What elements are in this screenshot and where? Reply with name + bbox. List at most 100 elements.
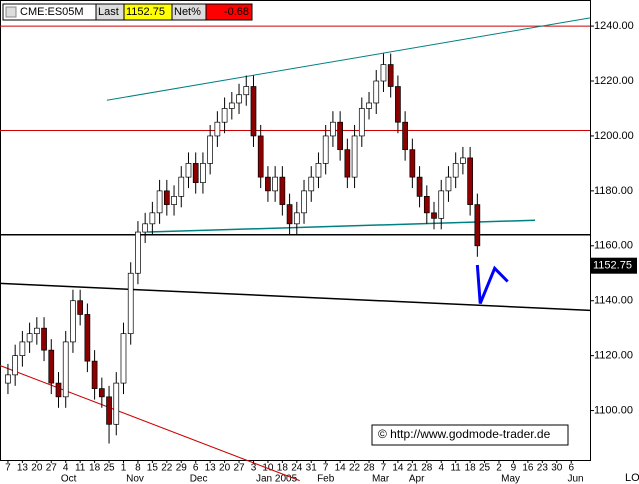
x-tick-label: 6: [568, 463, 574, 474]
x-tick-label: 29: [176, 463, 188, 474]
x-tick-label: 7: [381, 463, 387, 474]
x-tick-label: 28: [421, 463, 433, 474]
trend-line: [475, 264, 509, 305]
last-price-label: 1152.75: [593, 260, 632, 272]
copyright: © http://www.godmode-trader.de: [378, 427, 551, 441]
symbol-icon: [5, 6, 17, 18]
candle-body: [41, 327, 47, 351]
candle-body: [243, 86, 250, 96]
candle-body: [70, 300, 76, 343]
candle-body: [163, 190, 170, 205]
x-tick-label: 25: [103, 463, 115, 474]
candle-body: [272, 176, 278, 192]
candle-body: [301, 190, 307, 214]
month-label: Jun: [567, 474, 583, 484]
candle-body: [171, 196, 177, 205]
candle-body: [207, 135, 213, 164]
x-tick-label: 2: [496, 463, 502, 474]
x-tick-label: 13: [205, 463, 217, 474]
x-tick-label: 14: [335, 463, 347, 474]
x-tick-label: 13: [17, 463, 29, 474]
candle-body: [337, 121, 343, 151]
month-label: May: [501, 474, 520, 484]
last-label: Last: [98, 6, 119, 18]
y-tick-label: 1120.00: [594, 350, 633, 362]
candle-body: [113, 382, 120, 425]
candle-body: [26, 333, 33, 343]
candle-body: [286, 204, 293, 225]
candle-body: [366, 102, 372, 109]
x-tick-label: 1: [121, 463, 127, 474]
candle-body: [48, 349, 55, 384]
candle-body: [135, 231, 141, 274]
y-tick-label: 1240.00: [594, 20, 634, 32]
month-label: Jan 2005: [256, 474, 298, 484]
candle-body: [330, 121, 336, 137]
month-label: Apr: [409, 474, 425, 484]
candle-body: [5, 374, 11, 384]
x-tick-label: 18: [277, 463, 289, 474]
month-label: Mar: [372, 474, 390, 484]
candle-body: [185, 163, 192, 178]
x-tick-label: 15: [147, 463, 159, 474]
candle-body: [62, 341, 69, 398]
candle-body: [423, 196, 430, 214]
candle-body: [236, 94, 242, 104]
candle-body: [279, 176, 286, 205]
candle-body: [228, 102, 235, 109]
x-tick-label: 7: [323, 463, 329, 474]
candle-body: [474, 204, 481, 247]
trend-line: [0, 282, 591, 312]
month-label: Oct: [61, 474, 77, 484]
candle-body: [77, 300, 84, 315]
candle-body: [120, 333, 127, 384]
candle-body: [438, 190, 445, 219]
x-tick-label: 27: [233, 463, 245, 474]
candle-body: [55, 382, 62, 398]
y-tick-label: 1160.00: [594, 240, 633, 252]
candle-body: [98, 388, 105, 398]
candle-body: [214, 121, 221, 137]
x-tick-label: 23: [537, 463, 549, 474]
trend-line: [148, 219, 536, 233]
x-tick-label: 21: [407, 463, 419, 474]
trend-line: [106, 17, 591, 101]
candle-body: [178, 176, 185, 197]
trend-line: [0, 365, 300, 482]
y-tick-label: 1180.00: [594, 185, 633, 197]
candle-body: [445, 176, 452, 192]
candle-body: [416, 176, 423, 197]
x-tick-label: 9: [511, 463, 517, 474]
last-price-box: [591, 257, 637, 274]
month-label: Feb: [317, 474, 335, 484]
candle-body: [293, 212, 300, 225]
candle-body: [84, 314, 91, 362]
x-tick-label: 6: [193, 463, 199, 474]
x-tick-label: 22: [349, 463, 361, 474]
candle-body: [351, 135, 358, 178]
x-tick-label: 3: [251, 463, 257, 474]
candle-body: [460, 157, 466, 164]
y-tick-label: 1220.00: [594, 75, 634, 87]
x-tick-label: 11: [450, 463, 461, 474]
candle-body: [106, 396, 112, 425]
net-label: Net%: [174, 6, 201, 18]
candle-body: [467, 157, 473, 205]
plot-frame: [0, 0, 591, 461]
x-tick-label: 20: [219, 463, 231, 474]
scale-label: LOG: [625, 472, 639, 484]
last-value: 1152.75: [126, 6, 165, 18]
x-tick-label: 14: [392, 463, 404, 474]
candle-body: [156, 190, 163, 214]
candle-body: [127, 272, 134, 335]
candle-body: [373, 80, 380, 104]
net-value: -0.68: [224, 6, 249, 18]
candle-body: [91, 360, 98, 389]
x-tick-label: 4: [63, 463, 69, 474]
x-tick-label: 16: [522, 463, 534, 474]
candle-body: [387, 64, 394, 87]
x-tick-label: 28: [363, 463, 375, 474]
y-tick-label: 1200.00: [594, 130, 634, 142]
